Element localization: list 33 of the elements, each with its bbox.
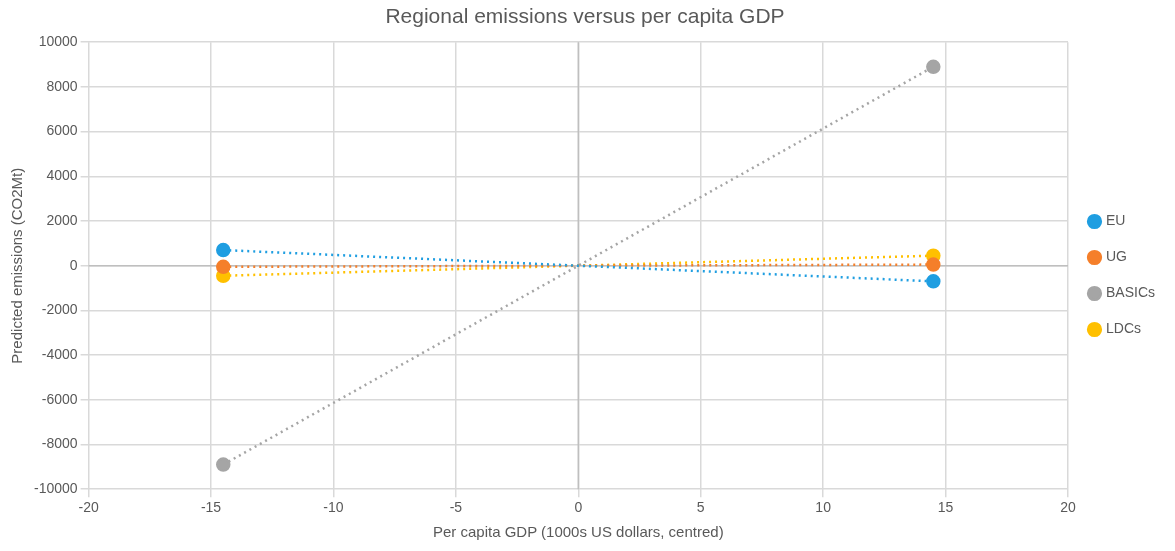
point (926, 59, 941, 75)
legend-label: UG (1105, 248, 1127, 265)
legend-label: BASICs (1105, 284, 1155, 301)
x-tick-label: -10 (323, 499, 344, 516)
y-tick-label: -6000 (41, 390, 78, 407)
x-tick-label: -5 (449, 499, 463, 516)
y-tick-label: 4000 (46, 167, 78, 184)
y-tick-label: 10000 (38, 33, 78, 50)
y-tick-label: -8000 (41, 435, 78, 452)
y-tick-label: 2000 (46, 211, 78, 228)
point (216, 259, 231, 275)
y-tick-label: -10000 (34, 480, 78, 497)
x-tick-label: 0 (574, 499, 583, 516)
legend-label: EU (1105, 212, 1126, 229)
point (216, 457, 231, 472)
y-tick-label: -2000 (41, 301, 78, 318)
point (926, 257, 941, 272)
chart-title: Regional emissions versus per capita GDP (385, 4, 785, 28)
x-tick-label: 20 (1060, 499, 1076, 516)
y-tick-label: -4000 (41, 345, 78, 362)
y-tick-label: 6000 (46, 122, 78, 139)
x-tick-label: -15 (200, 499, 222, 516)
x-tick-label: 15 (937, 499, 954, 516)
y-tick-label: 8000 (46, 77, 78, 94)
x-tick-label: 5 (696, 499, 705, 516)
y-axis-title: Predicted emissions (CO2Mt) (8, 167, 26, 364)
point (926, 274, 941, 289)
y-tick-label: 0 (69, 256, 78, 273)
x-axis-title: Per capita GDP (1000s US dollars, centred) (432, 523, 724, 541)
x-tick-label: -20 (78, 499, 99, 516)
x-tick-label: 10 (815, 499, 832, 516)
legend-label: LDCs (1105, 320, 1141, 337)
point (216, 242, 231, 258)
